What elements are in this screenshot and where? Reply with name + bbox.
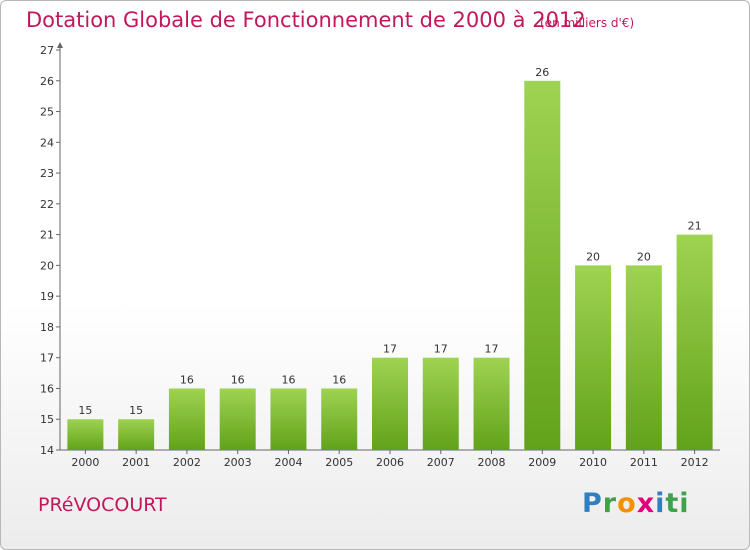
- data-label-2011: 20: [637, 250, 651, 263]
- bar-2002: [168, 388, 205, 450]
- data-label-2010: 20: [586, 250, 600, 263]
- x-tick-label-2001: 2001: [122, 456, 150, 469]
- x-tick-label-2003: 2003: [224, 456, 252, 469]
- bar-2006: [372, 357, 408, 450]
- x-tick-label-2000: 2000: [71, 456, 99, 469]
- bar-2012: [676, 234, 713, 450]
- y-tick-label: 24: [40, 136, 54, 149]
- x-tick-label-2002: 2002: [173, 456, 201, 469]
- data-label-2012: 21: [688, 220, 702, 233]
- bar-2000: [67, 419, 104, 450]
- y-tick-label: 15: [40, 413, 54, 426]
- bar-2008: [473, 357, 510, 450]
- data-label-2000: 15: [78, 404, 92, 417]
- data-label-2004: 16: [281, 373, 295, 386]
- data-label-2006: 17: [383, 343, 397, 356]
- x-tick-label-2012: 2012: [681, 456, 709, 469]
- bar-2005: [321, 388, 358, 450]
- x-tick-label-2007: 2007: [427, 456, 455, 469]
- y-tick-label: 25: [40, 106, 54, 119]
- x-tick-label-2008: 2008: [478, 456, 506, 469]
- bar-2004: [270, 388, 307, 450]
- data-label-2002: 16: [180, 373, 194, 386]
- x-tick-label-2004: 2004: [274, 456, 302, 469]
- chart-subtitle: (en milliers d'€): [540, 16, 635, 30]
- y-tick-label: 14: [40, 444, 54, 457]
- x-tick-label-2010: 2010: [579, 456, 607, 469]
- y-tick-label: 22: [40, 198, 54, 211]
- bar-2003: [219, 388, 256, 450]
- data-label-2003: 16: [231, 373, 245, 386]
- data-label-2009: 26: [535, 66, 549, 79]
- data-label-2005: 16: [332, 373, 346, 386]
- data-label-2007: 17: [434, 343, 448, 356]
- y-axis-arrow: [57, 42, 63, 48]
- x-tick-label-2006: 2006: [376, 456, 404, 469]
- x-tick-label-2005: 2005: [325, 456, 353, 469]
- bar-2001: [118, 419, 155, 450]
- y-tick-label: 16: [40, 382, 54, 395]
- commune-name: PRéVOCOURT: [38, 494, 167, 516]
- chart-title: Dotation Globale de Fonctionnement de 20…: [26, 8, 586, 32]
- y-tick-label: 21: [40, 229, 54, 242]
- data-label-2001: 15: [129, 404, 143, 417]
- y-tick-label: 23: [40, 167, 54, 180]
- data-label-2008: 17: [485, 343, 499, 356]
- y-tick-label: 18: [40, 321, 54, 334]
- y-tick-label: 26: [40, 75, 54, 88]
- y-tick-label: 17: [40, 352, 54, 365]
- proxiti-logo[interactable]: Proxiti: [582, 488, 690, 519]
- y-tick-label: 27: [40, 44, 54, 57]
- y-tick-label: 19: [40, 290, 54, 303]
- bar-2007: [422, 357, 459, 450]
- y-tick-label: 20: [40, 259, 54, 272]
- x-tick-label-2011: 2011: [630, 456, 658, 469]
- bar-2011: [625, 265, 662, 450]
- bar-2009: [524, 80, 561, 451]
- bar-2010: [575, 265, 612, 450]
- x-tick-label-2009: 2009: [528, 456, 556, 469]
